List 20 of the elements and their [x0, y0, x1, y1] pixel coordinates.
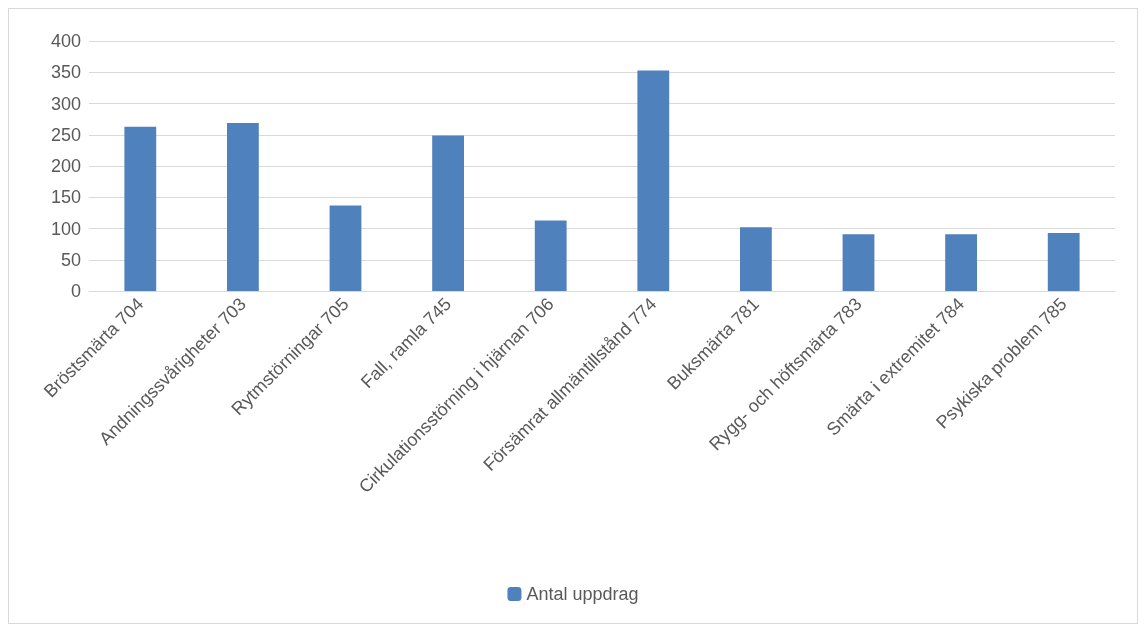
bar	[534, 220, 567, 291]
bar	[1047, 232, 1080, 291]
y-tick-label: 350	[50, 62, 81, 83]
bar	[432, 135, 464, 291]
bar	[227, 122, 259, 291]
y-tick-label: 50	[60, 249, 81, 270]
y-tick-label: 400	[50, 31, 81, 51]
y-tick-label: 150	[50, 187, 81, 208]
bar	[124, 126, 157, 291]
bar	[945, 234, 977, 291]
bar	[740, 227, 772, 291]
bar	[637, 70, 670, 291]
y-tick-label: 250	[50, 124, 81, 145]
legend-label: Antal uppdrag	[526, 584, 639, 604]
y-tick-label: 0	[70, 281, 81, 301]
bar	[329, 205, 362, 291]
bar	[842, 234, 875, 291]
y-tick-label: 200	[50, 156, 81, 176]
y-tick-label: 100	[50, 218, 81, 239]
y-tick-label: 300	[50, 93, 81, 114]
